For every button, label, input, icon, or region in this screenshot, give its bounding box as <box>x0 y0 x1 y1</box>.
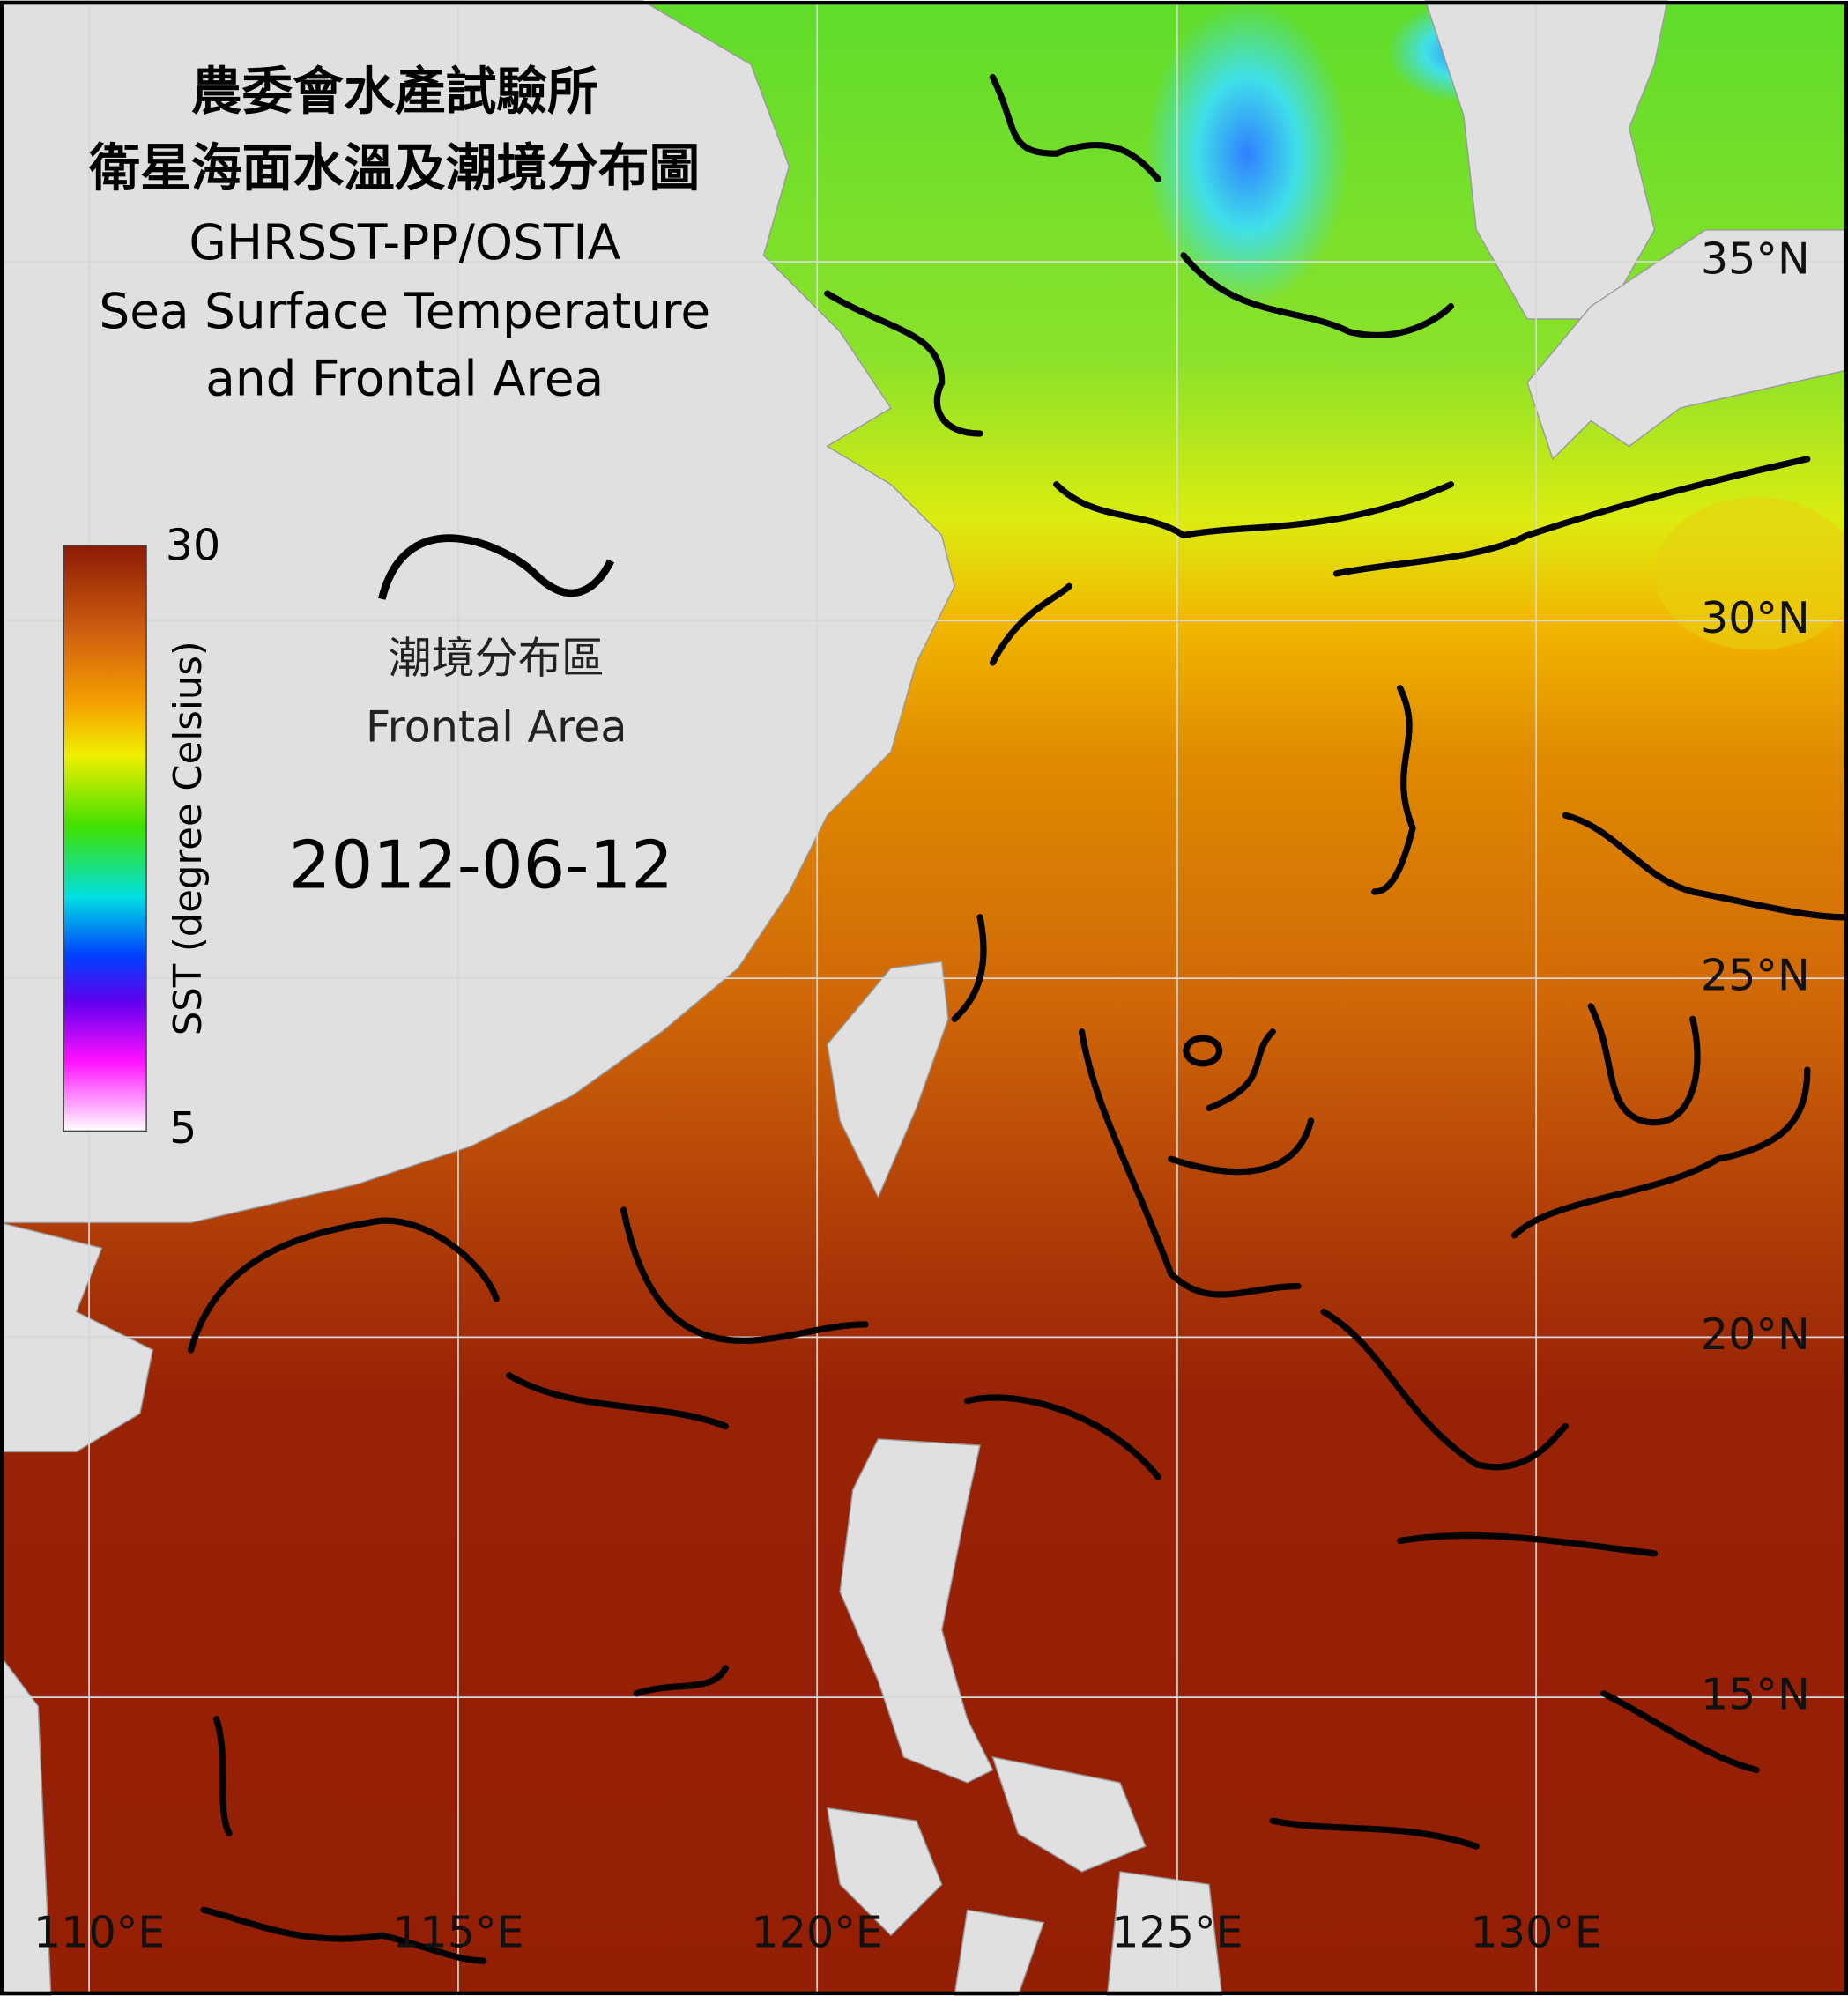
fronts <box>188 73 1848 1964</box>
latitude-label: 35°N <box>1701 234 1810 285</box>
colorbar-min: 5 <box>169 1102 197 1154</box>
longitude-label: 115°E <box>392 1907 523 1958</box>
latitude-label: 20°N <box>1701 1309 1810 1360</box>
colorbar <box>63 545 147 1132</box>
longitude-label: 110°E <box>33 1907 165 1958</box>
longitude-label: 130°E <box>1471 1907 1602 1958</box>
longitude-label: 120°E <box>752 1907 883 1958</box>
product: GHRSST-PP/OSTIA <box>189 214 620 271</box>
front-legend-symbol <box>378 534 615 600</box>
date: 2012-06-12 <box>289 827 673 904</box>
longitude-labels: 110°E 115°E 120°E 125°E 130°E <box>33 1907 1602 1958</box>
legend-label-zh: 潮境分布區 <box>389 633 605 684</box>
colorbar-max: 30 <box>166 519 220 570</box>
legend-label-en: Frontal Area <box>366 701 627 752</box>
latitude-label: 15°N <box>1701 1669 1810 1720</box>
title-zh: 衛星海面水溫及潮境分布圖 <box>88 137 700 197</box>
latitude-label: 30°N <box>1701 592 1810 643</box>
title-en: and Frontal Area <box>205 351 604 407</box>
title: 農委會水產試驗所 衛星海面水溫及潮境分布圖 GHRSST-PP/OSTIA Se… <box>88 62 710 407</box>
title-zh: 農委會水產試驗所 <box>191 62 598 122</box>
latitude-label: 25°N <box>1701 950 1810 1001</box>
longitude-label: 125°E <box>1111 1907 1243 1958</box>
title-en: Sea Surface Temperature <box>99 283 710 339</box>
latitude-labels: 35°N 30°N 25°N 20°N 15°N <box>1701 234 1810 1720</box>
colorbar-label: SST (degree Celsius) <box>167 641 211 1035</box>
